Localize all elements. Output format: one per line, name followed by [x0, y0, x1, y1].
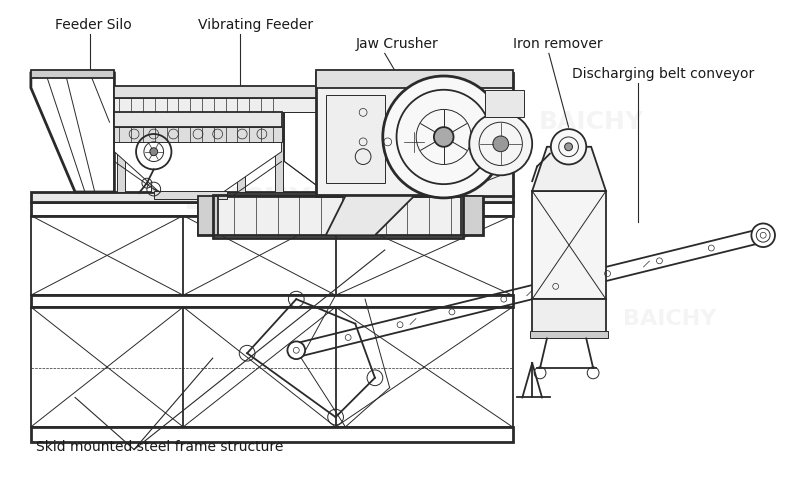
- Circle shape: [382, 76, 505, 198]
- Text: Feeder Silo: Feeder Silo: [55, 18, 132, 32]
- Text: Iron remover: Iron remover: [513, 38, 602, 52]
- Bar: [114, 86, 513, 98]
- Bar: [118, 89, 126, 192]
- Bar: [154, 191, 227, 199]
- Bar: [198, 196, 483, 235]
- Polygon shape: [326, 196, 414, 235]
- Bar: [114, 127, 282, 142]
- Bar: [114, 112, 282, 127]
- Circle shape: [551, 129, 586, 164]
- Circle shape: [493, 136, 509, 152]
- Bar: [238, 89, 245, 192]
- Bar: [31, 427, 513, 442]
- Bar: [485, 90, 524, 118]
- Bar: [31, 70, 114, 78]
- Circle shape: [565, 143, 573, 150]
- Text: Skid mounted steel frame structure: Skid mounted steel frame structure: [36, 440, 283, 454]
- Bar: [31, 307, 513, 427]
- Text: BAICHY: BAICHY: [623, 309, 717, 329]
- Bar: [462, 196, 483, 235]
- Text: Jaw Crusher: Jaw Crusher: [355, 38, 438, 52]
- Bar: [31, 202, 513, 215]
- Text: BAICHY: BAICHY: [538, 110, 644, 134]
- Circle shape: [287, 342, 305, 359]
- Bar: [31, 295, 513, 307]
- Bar: [316, 73, 513, 196]
- Polygon shape: [285, 112, 385, 196]
- Bar: [31, 216, 513, 295]
- Text: BAICHY: BAICHY: [183, 186, 311, 216]
- Bar: [532, 299, 606, 334]
- Bar: [316, 70, 513, 88]
- Bar: [213, 195, 463, 238]
- Polygon shape: [114, 112, 282, 196]
- Bar: [530, 330, 608, 338]
- Text: Vibrating Feeder: Vibrating Feeder: [198, 18, 313, 32]
- Text: Discharging belt conveyor: Discharging belt conveyor: [571, 67, 754, 81]
- Bar: [274, 89, 282, 192]
- Bar: [114, 98, 513, 112]
- Circle shape: [434, 127, 454, 147]
- Bar: [150, 89, 158, 192]
- Bar: [31, 192, 513, 202]
- Bar: [198, 196, 218, 235]
- Circle shape: [150, 148, 158, 156]
- Polygon shape: [532, 147, 606, 191]
- Bar: [326, 94, 385, 183]
- Bar: [532, 191, 606, 299]
- Circle shape: [751, 224, 775, 247]
- Polygon shape: [31, 73, 114, 192]
- Circle shape: [470, 112, 532, 176]
